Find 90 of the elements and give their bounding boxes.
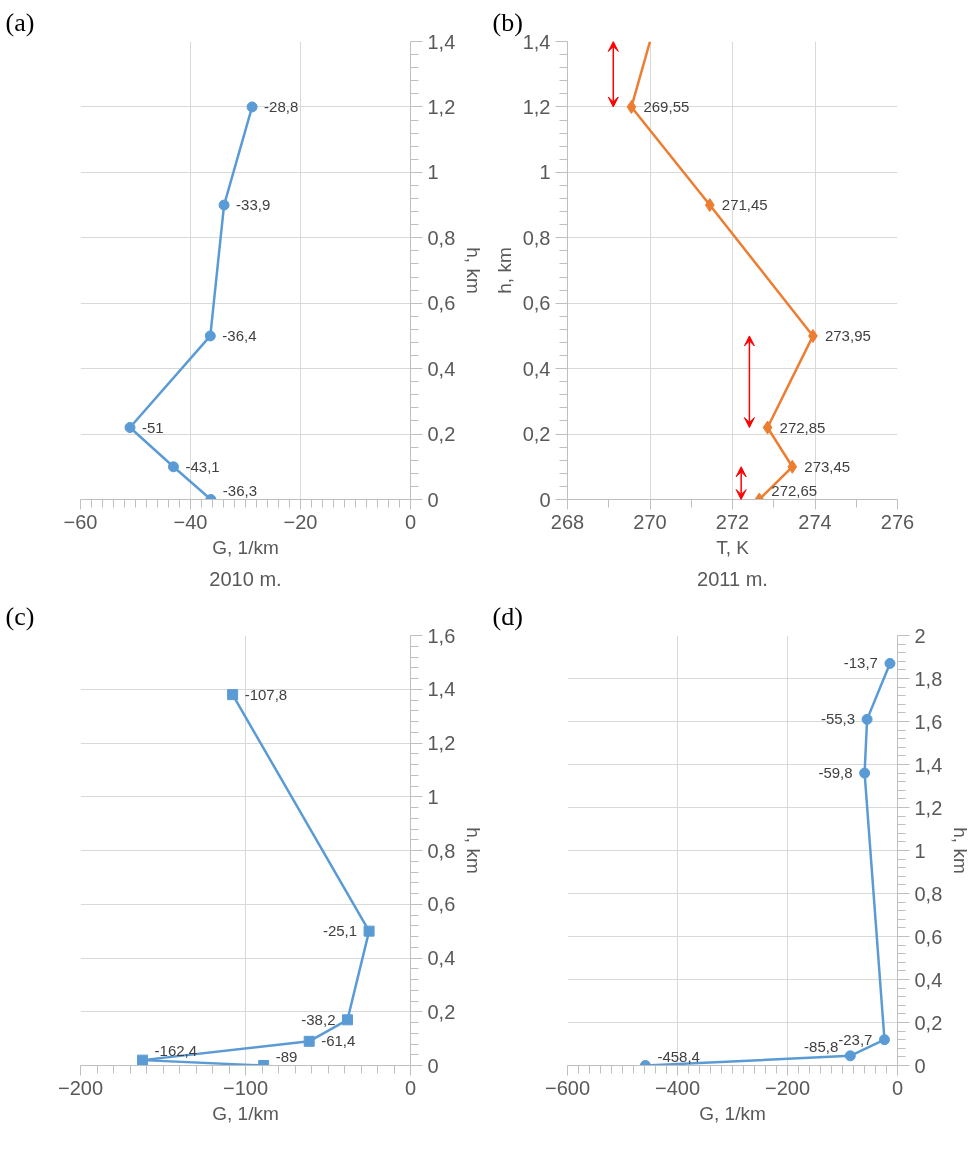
x-axis-title: G, 1/km (699, 1102, 766, 1124)
y-tick-label: 0,2 (427, 423, 456, 446)
text: (c) (5, 601, 35, 631)
y-tick-label: 0,6 (427, 292, 456, 315)
y-tick-label: 0,4 (914, 968, 943, 991)
x-tick-label: 270 (633, 510, 667, 533)
y-tick-label: 0,4 (427, 947, 456, 969)
x-tick-label: 0 (404, 1076, 417, 1099)
y-tick-label: 0,8 (427, 226, 456, 249)
y-tick-label: 0 (539, 488, 551, 511)
y-tick-label: 0,6 (914, 925, 943, 948)
data-label: -36,4 (222, 326, 257, 344)
chart-title: 2011 m. (697, 567, 768, 590)
x-axis-title: T, K (716, 536, 750, 558)
y-tick-label: 1,4 (914, 753, 943, 776)
y-tick-label: 1 (427, 785, 439, 808)
data-label: -55,3 (820, 710, 856, 728)
x-tick-label: 0 (404, 510, 417, 533)
y-tick-label: 0,6 (522, 292, 551, 315)
data-label: -107,8 (244, 685, 288, 703)
y-tick-label: 1,6 (427, 624, 456, 647)
x-tick-label: 276 (880, 510, 915, 533)
x-tick-label: 274 (798, 510, 832, 533)
data-label: -36,3 (222, 481, 258, 499)
x-tick-label: 272 (715, 510, 750, 533)
data-label: -23,7 (838, 1030, 873, 1048)
y-tick-label: 1 (914, 839, 926, 862)
data-label: -89 (275, 1047, 298, 1065)
data-label: 273,95 (824, 326, 871, 344)
data-label: -38,2 (301, 1010, 336, 1028)
y-tick-label: 0 (914, 1054, 926, 1077)
y-tick-label: 0,4 (427, 357, 456, 380)
data-label: 273,45 (804, 457, 851, 475)
x-tick-label: −400 (654, 1076, 701, 1099)
text: (a) (5, 7, 35, 37)
x-tick-label: −600 (544, 1076, 591, 1099)
y-tick-label: 0,4 (522, 357, 551, 380)
y-axis-title: h, km (463, 827, 485, 874)
data-label: -43,1 (185, 457, 220, 475)
x-tick-label: −40 (173, 510, 208, 533)
data-label: -28,8 (264, 97, 299, 115)
y-axis-title: h, km (950, 827, 972, 874)
y-tick-label: 1,4 (427, 678, 456, 701)
y-axis-title: h, km (493, 247, 515, 294)
data-label: -458,4 (657, 1047, 700, 1065)
y-tick-label: 0,8 (522, 226, 551, 249)
data-label: -25,1 (322, 922, 358, 940)
data-label: -162,4 (154, 1042, 198, 1060)
y-tick-label: 1,8 (914, 667, 943, 690)
y-tick-label: 1,4 (522, 30, 551, 53)
y-tick-label: 1,6 (914, 710, 943, 733)
data-label: -59,8 (818, 764, 853, 782)
x-tick-label: 268 (550, 510, 585, 533)
data-label: -51 (142, 418, 164, 436)
data-label: -61,4 (321, 1032, 356, 1050)
y-tick-label: 1,2 (914, 796, 943, 819)
y-tick-label: 0,8 (914, 882, 943, 905)
y-tick-label: 2 (914, 624, 926, 647)
y-tick-label: 0 (427, 1054, 439, 1077)
x-tick-label: −20 (283, 510, 318, 533)
x-tick-label: −100 (222, 1076, 269, 1099)
y-tick-label: 1,2 (427, 95, 456, 118)
data-label: 272,85 (779, 418, 826, 436)
x-tick-label: −200 (57, 1076, 104, 1099)
x-tick-label: 0 (891, 1076, 904, 1099)
y-tick-label: 0 (427, 488, 439, 511)
y-tick-label: 0,2 (427, 1000, 456, 1023)
data-label: -13,7 (843, 654, 878, 672)
y-tick-label: 1,2 (522, 95, 551, 118)
y-tick-label: 1,4 (427, 30, 456, 53)
y-tick-label: 0,2 (522, 423, 551, 446)
y-tick-label: 0,2 (914, 1011, 943, 1034)
data-label: 271,45 (721, 196, 768, 214)
data-label: 272,65 (771, 481, 818, 499)
y-tick-label: 1 (427, 161, 439, 184)
text: (b) (492, 7, 523, 37)
y-axis-title: h, km (463, 247, 485, 294)
y-tick-label: 1 (539, 161, 551, 184)
x-axis-title: G, 1/km (212, 536, 279, 558)
y-tick-label: 0,6 (427, 893, 456, 916)
chart-title: 2010 m. (209, 567, 282, 590)
data-label: -33,9 (236, 196, 271, 214)
x-tick-label: −200 (764, 1076, 811, 1099)
x-axis-title: G, 1/km (212, 1102, 279, 1124)
data-label: 269,55 (643, 97, 690, 115)
data-label: -85,8 (804, 1037, 839, 1055)
y-tick-label: 0,8 (427, 839, 456, 862)
y-tick-label: 1,2 (427, 732, 456, 754)
text: (d) (492, 601, 523, 631)
x-tick-label: −60 (63, 510, 98, 533)
